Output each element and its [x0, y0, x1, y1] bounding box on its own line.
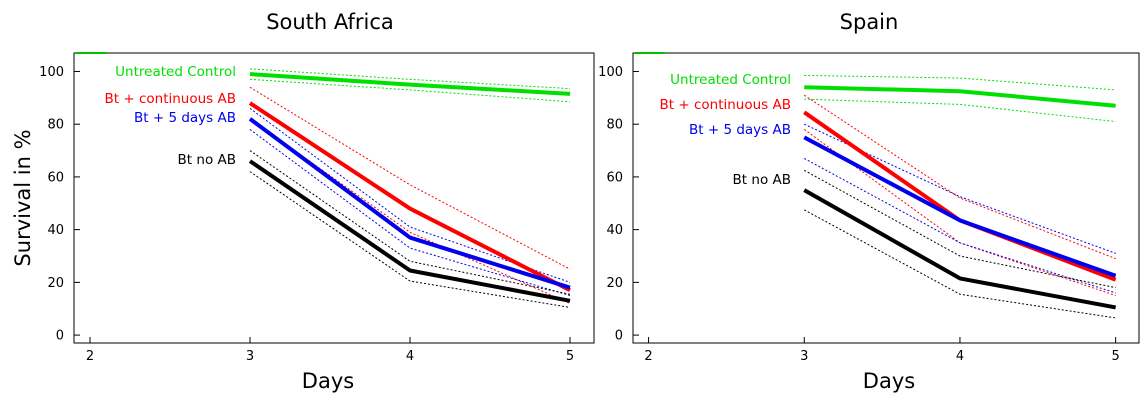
- series-line: [249, 72, 571, 96]
- x-tick-label: 2: [86, 349, 94, 364]
- series-label: Bt no AB: [733, 172, 791, 188]
- plot-frame: [632, 52, 1140, 344]
- series-label: Bt no AB: [178, 152, 236, 168]
- x-axis-label: Days: [302, 369, 354, 393]
- ci-lower-line: [804, 209, 1116, 319]
- chart-title: South Africa: [266, 10, 394, 34]
- ci-upper-line: [249, 68, 571, 90]
- y-tick-label: 40: [606, 223, 623, 238]
- x-tick-label: 4: [956, 349, 964, 364]
- series-label: Bt + continuous AB: [660, 97, 791, 113]
- y-tick-label: 100: [39, 65, 64, 80]
- ci-lower-line: [804, 158, 1116, 294]
- y-tick-label: 80: [606, 118, 623, 133]
- y-tick-label: 80: [47, 118, 64, 133]
- series-line: [803, 135, 1117, 278]
- y-tick-label: 20: [47, 276, 64, 291]
- series-line: [803, 188, 1117, 310]
- y-tick-label: 0: [56, 329, 64, 344]
- chart-title: Spain: [840, 10, 899, 34]
- chart-south-africa: South Africa Survival in % Days 2 3 4 5 0 20 4…: [11, 10, 595, 393]
- y-axis-label: Survival in %: [11, 129, 35, 266]
- series-label: Bt + continuous AB: [105, 91, 236, 107]
- x-tick-label: 5: [1112, 349, 1120, 364]
- x-axis-label: Days: [863, 369, 915, 393]
- ci-lower-line: [249, 118, 571, 304]
- series-line: [804, 85, 1116, 108]
- x-tick-label: 5: [566, 349, 574, 364]
- x-tick-label: 4: [406, 349, 414, 364]
- y-tick-label: 60: [47, 170, 64, 185]
- series-line: [248, 159, 571, 303]
- series-label: Untreated Control: [670, 72, 791, 88]
- y-tick-label: 40: [47, 223, 64, 238]
- ci-upper-line: [249, 150, 571, 295]
- ci-lower-line: [803, 129, 1116, 297]
- series-line: [248, 117, 571, 290]
- ci-lower-line: [804, 98, 1116, 123]
- ci-lower-line: [249, 171, 571, 308]
- ci-upper-line: [803, 94, 1116, 260]
- x-tick-label: 3: [800, 349, 808, 364]
- x-tick-label: 2: [644, 349, 652, 364]
- series-label: Bt + 5 days AB: [689, 122, 791, 138]
- y-tick-label: 60: [606, 170, 623, 185]
- series-label: Bt + 5 days AB: [134, 110, 236, 126]
- chart-spain: Spain Days 2 3 4 5 0 20 40 60 80 100 Untreated Con…: [598, 10, 1140, 393]
- series-label: Untreated Control: [115, 64, 236, 80]
- plot-frame: [73, 52, 595, 344]
- ci-lower-line: [249, 78, 571, 103]
- x-tick-label: 3: [246, 349, 254, 364]
- series-line: [248, 101, 571, 293]
- ci-upper-line: [249, 86, 571, 270]
- ci-upper-line: [804, 169, 1116, 289]
- plot-marks: 2 3 4 5 0 20 40 60 80 100 Untreated Control Bt + co…: [39, 52, 574, 364]
- plot-marks: 2 3 4 5 0 20 40 60 80 100 Untreated Control Bt + co…: [598, 52, 1120, 364]
- y-tick-label: 20: [606, 276, 623, 291]
- y-tick-label: 100: [598, 65, 623, 80]
- y-tick-label: 0: [615, 329, 623, 344]
